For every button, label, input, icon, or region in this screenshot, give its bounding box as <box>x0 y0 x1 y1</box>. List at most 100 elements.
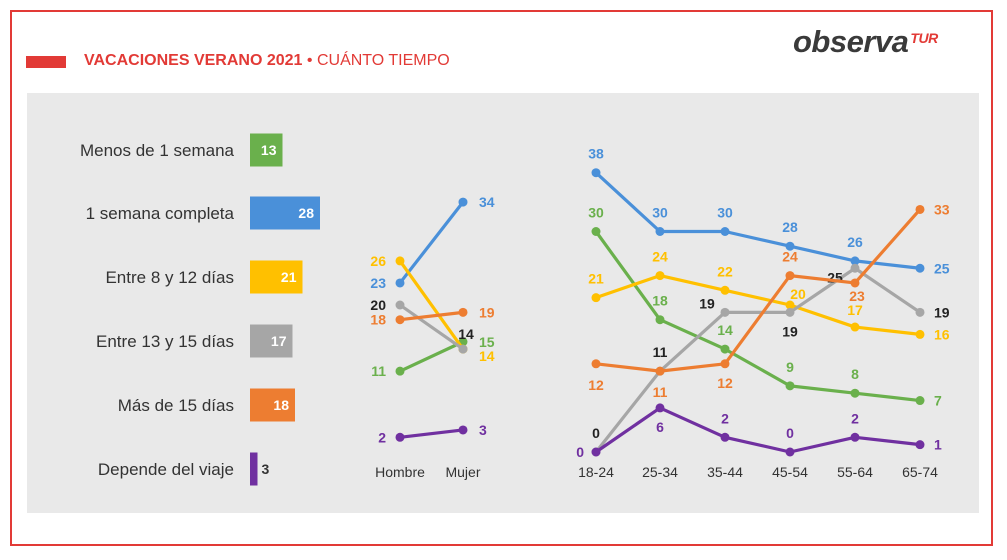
data-label-depende: 1 <box>934 437 942 453</box>
data-point-semana1 <box>655 227 665 236</box>
data-point-depende <box>915 440 925 450</box>
data-point-depende <box>720 432 730 442</box>
x-tick-label: 55-64 <box>837 464 873 480</box>
data-point-semana1 <box>395 278 405 288</box>
bar <box>250 260 303 294</box>
bar-value-label: 3 <box>262 461 270 477</box>
data-point-d13_15 <box>915 307 925 317</box>
bar <box>250 133 283 167</box>
data-label-semana1: 30 <box>717 205 733 221</box>
data-point-mas15 <box>458 307 468 317</box>
bar <box>250 452 258 486</box>
data-label-menos1: 8 <box>851 366 859 382</box>
data-point-d13_15 <box>720 307 730 317</box>
data-label-d13_15: 14 <box>458 326 474 342</box>
data-point-mas15 <box>915 204 925 214</box>
data-point-semana1 <box>915 263 925 273</box>
series-line-depende <box>399 428 464 439</box>
data-label-semana1: 38 <box>588 146 604 162</box>
data-label-depende: 2 <box>721 410 729 426</box>
data-label-mas15: 18 <box>370 312 386 328</box>
data-point-depende <box>591 447 601 457</box>
data-point-depende <box>655 403 665 413</box>
bar-category-label: Más de 15 días <box>118 396 234 415</box>
data-point-depende <box>850 432 860 442</box>
title-main: VACACIONES VERANO 2021 <box>84 52 303 69</box>
data-label-d13_15: 19 <box>782 323 798 339</box>
data-label-mas15: 12 <box>588 377 604 393</box>
x-tick-label: Hombre <box>375 464 425 480</box>
data-point-menos1 <box>915 396 925 406</box>
data-point-depende <box>785 447 795 457</box>
data-label-mas15: 19 <box>479 304 495 320</box>
data-label-menos1: 18 <box>652 293 668 309</box>
data-point-mas15 <box>395 315 405 325</box>
series-line-d13_15 <box>399 303 464 351</box>
data-label-d8_12: 21 <box>588 271 604 287</box>
data-point-menos1 <box>395 366 405 376</box>
x-tick-label: 45-54 <box>772 464 808 480</box>
data-point-d13_15 <box>458 344 468 354</box>
bar <box>250 196 320 230</box>
bar-value-label: 21 <box>281 269 297 285</box>
x-tick-label: Mujer <box>445 464 480 480</box>
chart-panel <box>27 93 979 513</box>
data-label-menos1: 15 <box>479 334 495 350</box>
data-label-depende: 0 <box>576 444 584 460</box>
data-point-menos1 <box>785 381 795 391</box>
x-tick-label: 25-34 <box>642 464 678 480</box>
data-label-mas15: 24 <box>782 249 798 265</box>
data-label-d8_12: 24 <box>652 249 668 265</box>
data-label-depende: 0 <box>786 425 794 441</box>
series-line-d8_12 <box>398 259 465 351</box>
title-sub: CUÁNTO TIEMPO <box>316 52 450 69</box>
data-point-menos1 <box>591 227 601 236</box>
brand-logo: observa TUR <box>793 24 938 60</box>
x-tick-label: 65-74 <box>902 464 938 480</box>
data-label-semana1: 25 <box>934 260 950 276</box>
bar <box>250 388 295 422</box>
data-label-d8_12: 22 <box>717 263 733 279</box>
data-label-d8_12: 26 <box>370 253 386 269</box>
bar-category-label: 1 semana completa <box>86 204 235 223</box>
bar-category-label: Depende del viaje <box>98 460 234 479</box>
data-point-semana1 <box>720 227 730 236</box>
data-point-semana1 <box>785 241 795 251</box>
data-point-d8_12 <box>785 300 795 310</box>
data-point-semana1 <box>591 168 601 178</box>
bar-category-label: Menos de 1 semana <box>80 141 235 160</box>
data-point-d8_12 <box>591 293 601 303</box>
data-point-d13_15 <box>785 307 795 317</box>
data-label-semana1: 23 <box>370 275 386 291</box>
data-label-d13_15: 11 <box>653 344 668 360</box>
data-point-mas15 <box>785 271 795 281</box>
series-line-d13_15 <box>594 266 921 453</box>
bar-category-label: Entre 13 y 15 días <box>96 332 234 351</box>
data-label-depende: 2 <box>851 410 859 426</box>
data-label-menos1: 14 <box>717 322 733 338</box>
series-line-semana1 <box>398 201 465 284</box>
x-tick-label: 18-24 <box>578 464 614 480</box>
data-label-d8_12: 16 <box>934 326 950 342</box>
data-point-d8_12 <box>655 271 665 281</box>
data-point-semana1 <box>850 256 860 266</box>
logo-tur: TUR <box>910 30 938 46</box>
data-label-d13_15: 0 <box>592 425 600 441</box>
data-label-depende: 3 <box>479 422 487 438</box>
data-label-d13_15: 20 <box>370 297 386 313</box>
data-point-menos1 <box>720 344 730 354</box>
data-label-menos1: 30 <box>588 205 604 221</box>
data-label-semana1: 26 <box>847 234 863 250</box>
title-separator: • <box>306 52 313 69</box>
series-line-semana1 <box>594 171 921 270</box>
data-label-d8_12: 20 <box>790 286 806 302</box>
data-label-d8_12: 17 <box>847 302 863 318</box>
data-label-semana1: 30 <box>652 205 668 221</box>
data-label-mas15: 33 <box>934 201 950 217</box>
data-point-mas15 <box>720 359 730 369</box>
data-point-depende <box>458 425 468 435</box>
series-line-depende <box>595 406 921 454</box>
title-accent-bar <box>26 56 66 68</box>
data-label-d13_15: 19 <box>699 295 715 311</box>
